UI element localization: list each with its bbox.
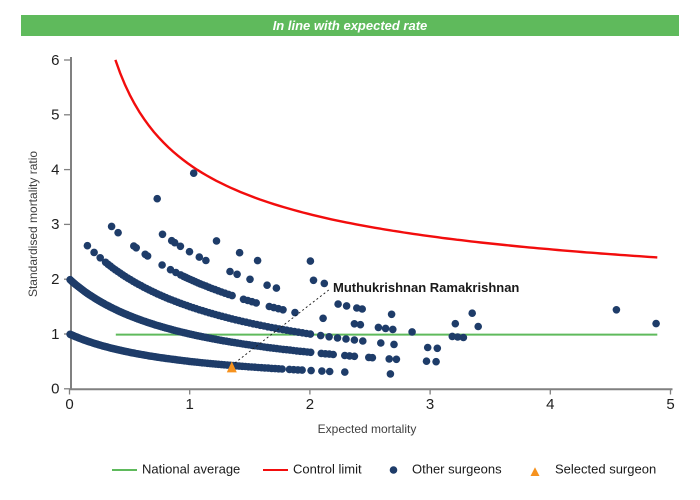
svg-text:4: 4: [51, 161, 59, 178]
svg-text:3: 3: [426, 396, 434, 413]
svg-text:5: 5: [51, 107, 59, 124]
svg-text:Selected surgeon: Selected surgeon: [555, 462, 656, 477]
svg-text:Expected mortality: Expected mortality: [318, 422, 417, 436]
svg-text:1: 1: [51, 326, 59, 343]
svg-text:2: 2: [306, 396, 314, 413]
svg-text:Standardised mortality ratio: Standardised mortality ratio: [26, 151, 40, 297]
svg-text:Other surgeons: Other surgeons: [412, 462, 502, 477]
svg-text:0: 0: [65, 396, 73, 413]
svg-text:National average: National average: [142, 462, 240, 477]
svg-text:0: 0: [51, 381, 59, 398]
svg-text:5: 5: [666, 396, 674, 413]
svg-text:3: 3: [51, 216, 59, 233]
svg-text:In line with expected rate: In line with expected rate: [273, 18, 428, 33]
svg-text:Muthukrishnan Ramakrishnan: Muthukrishnan Ramakrishnan: [333, 280, 519, 295]
svg-text:Control limit: Control limit: [293, 462, 362, 477]
svg-text:2: 2: [51, 271, 59, 288]
svg-text:1: 1: [186, 396, 194, 413]
svg-text:4: 4: [546, 396, 554, 413]
svg-text:6: 6: [51, 52, 59, 69]
